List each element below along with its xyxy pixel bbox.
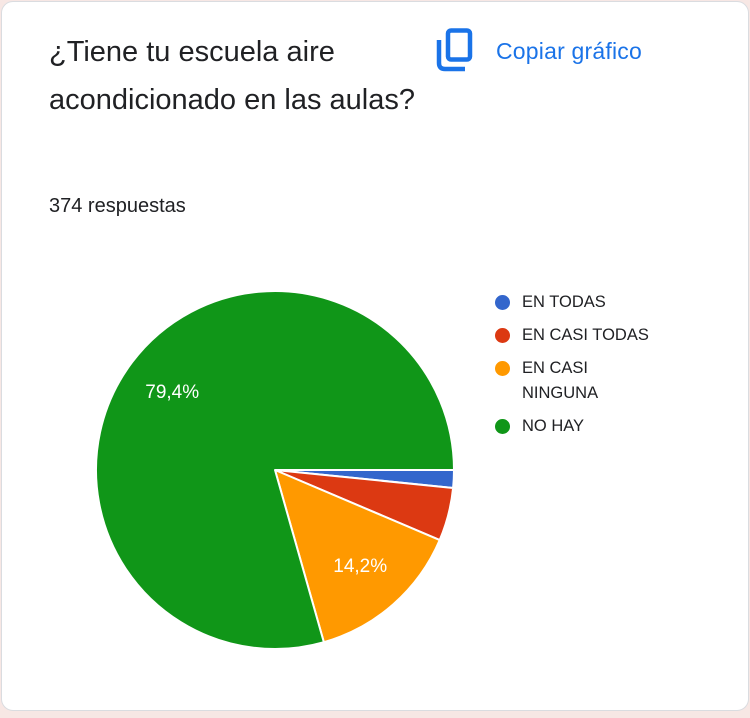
question-title: ¿Tiene tu escuela aire acondicionado en … xyxy=(49,36,415,116)
pie-slice-percent-label: 79,4% xyxy=(145,382,199,403)
legend-item-label: EN CASI TODAS xyxy=(522,326,649,344)
legend-color-dot xyxy=(495,328,510,343)
legend-color-dot xyxy=(495,419,510,434)
pie-chart: 14,2% 79,4% xyxy=(94,289,456,651)
pie-slice-no-hay xyxy=(95,290,455,650)
responses-count: 374 respuestas xyxy=(49,195,186,217)
chart-legend: EN TODAS EN CASI TODAS EN CASI NINGUNA N… xyxy=(495,290,725,447)
legend-item-label: EN TODAS xyxy=(522,293,606,311)
copy-button-label: Copiar gráfico xyxy=(496,37,642,64)
copy-icon xyxy=(434,28,474,74)
legend-item-en-casi-todas: EN CASI TODAS xyxy=(495,323,725,348)
legend-item-label: NO HAY xyxy=(522,417,585,435)
legend-color-dot xyxy=(495,361,510,376)
legend-item-no-hay: NO HAY xyxy=(495,414,725,439)
legend-item-label: EN CASI NINGUNA xyxy=(522,359,599,402)
legend-item-en-casi-ninguna: EN CASI NINGUNA xyxy=(495,356,725,406)
pie-slice-percent-label: 14,2% xyxy=(333,556,387,577)
legend-item-en-todas: EN TODAS xyxy=(495,290,725,315)
legend-color-dot xyxy=(495,295,510,310)
copy-chart-button[interactable]: Copiar gráfico xyxy=(434,28,642,74)
pie-slice-en-casi-ninguna xyxy=(274,469,441,644)
